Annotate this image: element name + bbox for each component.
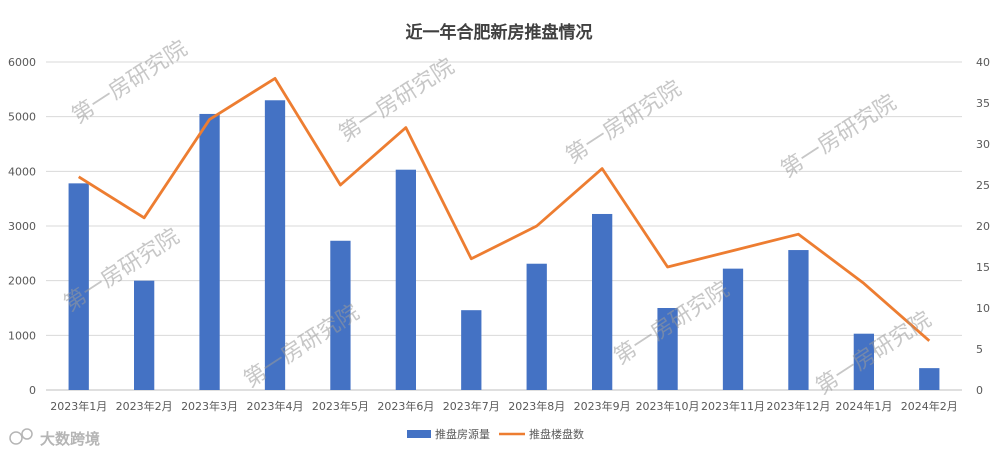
bar-series	[68, 100, 940, 391]
watermark-text: 第一房研究院	[68, 36, 192, 129]
x-tick-label: 2023年4月	[247, 399, 304, 413]
x-tick-label: 2023年2月	[116, 399, 173, 413]
bar	[722, 268, 744, 390]
y2-tick-label: 20	[976, 220, 990, 233]
y-tick-label: 2000	[8, 275, 36, 288]
x-tick-label: 2024年1月	[835, 399, 892, 413]
legend-bar-label: 推盘房源量	[435, 427, 490, 441]
bar	[330, 240, 351, 390]
y2-tick-label: 15	[976, 261, 990, 274]
y-tick-label: 6000	[8, 56, 36, 69]
x-tick-label: 2023年6月	[377, 399, 434, 413]
brand-logo-icon	[9, 431, 23, 445]
x-tick-label: 2023年3月	[181, 399, 238, 413]
bar	[657, 308, 678, 390]
line-series	[77, 77, 931, 342]
bar	[919, 368, 940, 390]
bar	[395, 169, 416, 390]
y2-tick-label: 40	[976, 56, 990, 69]
gridlines	[46, 61, 962, 391]
y-tick-label: 0	[29, 384, 36, 397]
bar	[788, 250, 809, 390]
y2-tick-label: 30	[976, 138, 990, 151]
y-tick-label: 3000	[8, 220, 36, 233]
watermark-text: 第一房研究院	[562, 76, 686, 169]
bar	[199, 113, 220, 390]
y2-tick-label: 0	[976, 384, 983, 397]
y-tick-label: 4000	[8, 165, 36, 178]
x-tick-label: 2023年10月	[636, 399, 700, 413]
line-path	[77, 77, 931, 342]
y2-tick-label: 5	[976, 343, 983, 356]
legend: 推盘房源量 推盘楼盘数	[407, 427, 584, 441]
bar	[68, 183, 89, 390]
bar	[264, 100, 286, 391]
bar	[526, 263, 547, 390]
right-axis-ticks: 0 5 10 15 20 25 30 35 40	[976, 56, 990, 397]
x-tick-label: 2023年8月	[508, 399, 565, 413]
x-tick-label: 2023年1月	[50, 399, 107, 413]
x-tick-label: 2023年11月	[701, 399, 765, 413]
brand-logo-icon-2	[21, 428, 33, 440]
y2-tick-label: 35	[976, 97, 990, 110]
bar	[134, 280, 155, 390]
y-tick-label: 5000	[8, 111, 36, 124]
x-tick-label: 2023年12月	[766, 399, 830, 413]
legend-line-label: 推盘楼盘数	[529, 427, 584, 441]
y-tick-label: 1000	[8, 329, 36, 342]
legend-bar-swatch	[407, 430, 431, 438]
x-tick-label: 2023年9月	[574, 399, 631, 413]
x-tick-label: 2023年7月	[443, 399, 500, 413]
left-axis-ticks: 0 1000 2000 3000 4000 5000 6000	[8, 56, 36, 397]
x-tick-label: 2023年5月	[312, 399, 369, 413]
bar	[853, 333, 874, 390]
watermark-text: 第一房研究院	[777, 90, 901, 183]
brand-text: 大数跨境	[40, 430, 100, 448]
y2-tick-label: 10	[976, 302, 990, 315]
brand-logo: 大数跨境	[9, 428, 100, 448]
x-tick-label: 2024年2月	[901, 399, 958, 413]
bar	[461, 310, 482, 390]
watermark-text: 第一房研究院	[335, 54, 459, 147]
chart-title: 近一年合肥新房推盘情况	[406, 22, 593, 43]
bar	[592, 213, 613, 390]
y2-tick-label: 25	[976, 179, 990, 192]
x-axis-ticks: 2023年1月 2023年2月 2023年3月 2023年4月 2023年5月 2023年…	[50, 399, 958, 413]
